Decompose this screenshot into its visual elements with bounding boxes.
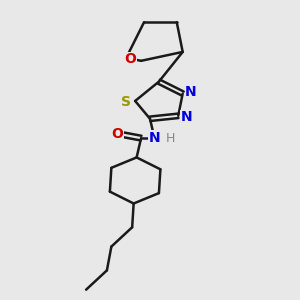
Text: N: N <box>185 85 197 99</box>
Text: O: O <box>111 127 123 141</box>
Text: O: O <box>125 52 136 66</box>
Text: H: H <box>166 132 176 145</box>
Text: N: N <box>180 110 192 124</box>
Text: N: N <box>148 131 160 145</box>
Text: S: S <box>121 95 130 109</box>
